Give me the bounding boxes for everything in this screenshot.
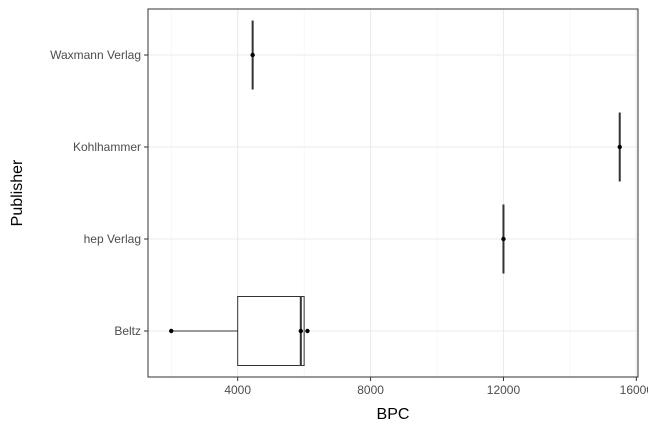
y-tick-label: hep Verlag [84,232,141,246]
x-axis-ticks: 4000 8000 12000 16000 [224,377,648,397]
data-point [617,144,622,150]
data-point [298,328,304,334]
y-axis-ticks: Beltz hep Verlag Kohlhammer Waxmann Verlag [50,48,148,338]
data-point [501,236,506,242]
y-tick-label: Waxmann Verlag [50,48,141,62]
y-axis-title: Publisher [9,159,26,226]
data-point [169,328,174,334]
box-rect [237,296,305,366]
plot-background [148,9,638,377]
x-tick-label: 12000 [487,383,521,397]
data-point [250,52,255,58]
box-hep-verlag [501,204,506,274]
box-waxmann-verlag [250,20,255,90]
plot-border [147,8,639,378]
box-beltz [169,296,310,366]
x-tick-label: 16000 [620,383,648,397]
x-axis-title: BPC [377,406,410,423]
y-tick-label: Beltz [114,324,141,338]
x-tick-label: 4000 [224,383,251,397]
y-tick-label: Kohlhammer [73,140,141,154]
x-tick-label: 8000 [357,383,384,397]
data-point [305,328,310,334]
box-kohlhammer [617,112,622,182]
grid-lines [148,9,638,377]
boxes [169,20,622,366]
